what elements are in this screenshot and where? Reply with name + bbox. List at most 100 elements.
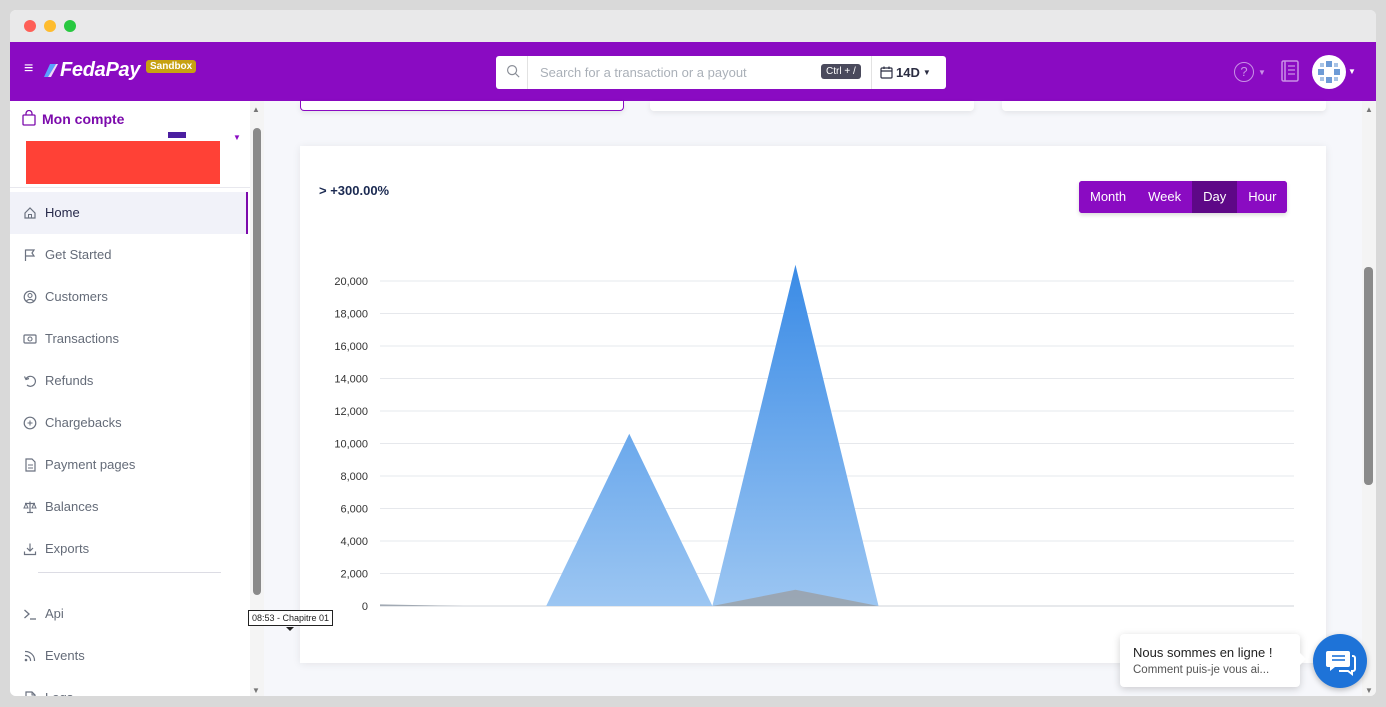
sidebar-item-payment-pages[interactable]: Payment pages bbox=[10, 444, 248, 486]
sidebar: Mon compte ▼ Home Get Started Customers Tra… bbox=[10, 101, 250, 696]
sidebar-item-label: Exports bbox=[45, 541, 90, 556]
account-title[interactable]: Mon compte bbox=[42, 111, 125, 127]
document-icon bbox=[25, 458, 36, 472]
scroll-up-icon[interactable]: ▲ bbox=[1365, 105, 1373, 114]
area-series-0[interactable] bbox=[380, 264, 1294, 606]
minimize-window-button[interactable] bbox=[44, 20, 56, 32]
chat-launcher-button[interactable] bbox=[1313, 634, 1367, 688]
sidebar-item-events[interactable]: Events bbox=[10, 635, 248, 677]
y-tick-label: 2,000 bbox=[340, 569, 368, 581]
y-tick-label: 10,000 bbox=[334, 439, 368, 451]
chevron-down-icon: ▼ bbox=[922, 68, 931, 77]
file-icon bbox=[25, 691, 36, 696]
y-tick-label: 14,000 bbox=[334, 374, 368, 386]
search-icon bbox=[506, 64, 520, 78]
sidebar-item-label: Api bbox=[45, 606, 64, 621]
growth-indicator: > +300.00% bbox=[319, 183, 390, 198]
period-week-button[interactable]: Week bbox=[1137, 181, 1193, 213]
sidebar-item-label: Home bbox=[45, 205, 80, 220]
sidebar-item-customers[interactable]: Customers bbox=[10, 276, 248, 318]
chat-bubble[interactable]: Nous sommes en ligne ! Comment puis-je v… bbox=[1120, 634, 1300, 687]
sidebar-item-home[interactable]: Home bbox=[10, 192, 248, 234]
sidebar-item-api[interactable]: Api bbox=[10, 593, 248, 635]
money-icon bbox=[23, 334, 37, 344]
period-day-button[interactable]: Day bbox=[1192, 181, 1238, 213]
stat-card-active[interactable] bbox=[300, 101, 624, 111]
date-range-dropdown[interactable]: 14D ▼ bbox=[880, 65, 931, 80]
sidebar-item-label: Events bbox=[45, 648, 85, 663]
chat-icon bbox=[1326, 651, 1356, 676]
help-icon[interactable]: ? bbox=[1234, 62, 1254, 82]
period-selector: Month Week Day Hour bbox=[1079, 181, 1288, 213]
sidebar-item-label: Balances bbox=[45, 499, 99, 514]
volume-chart-card: 0 2,000 4,000 6,000 8,000 10,000 12,000 14,000 1… bbox=[300, 146, 1326, 663]
shortcut-hint: Ctrl + / bbox=[821, 64, 861, 79]
sidebar-item-label: Customers bbox=[45, 289, 108, 304]
sandbox-badge: Sandbox bbox=[146, 60, 197, 73]
book-icon[interactable] bbox=[1280, 60, 1300, 82]
sidebar-item-label: Payment pages bbox=[45, 457, 136, 472]
period-hour-button[interactable]: Hour bbox=[1237, 181, 1288, 213]
sidebar-item-label: Get Started bbox=[45, 247, 112, 262]
stat-card[interactable] bbox=[1002, 101, 1326, 111]
search-divider bbox=[527, 56, 528, 89]
y-tick-label: 6,000 bbox=[340, 504, 368, 516]
rss-icon bbox=[24, 650, 36, 662]
area-series-1[interactable] bbox=[380, 589, 1294, 606]
hamburger-menu-icon[interactable]: ≡ bbox=[24, 60, 34, 77]
avatar[interactable] bbox=[1312, 55, 1346, 89]
calendar-icon bbox=[880, 66, 893, 79]
scroll-up-icon[interactable]: ▲ bbox=[252, 105, 260, 114]
tooltip: 08:53 - Chapitre 01 bbox=[248, 610, 334, 626]
top-navbar: ≡ FedaPay Sandbox Ctrl + / bbox=[10, 42, 1376, 101]
flag-icon bbox=[24, 249, 36, 261]
account-switch-chevron-icon[interactable]: ▼ bbox=[233, 133, 241, 142]
sidebar-item-label: Refunds bbox=[45, 373, 94, 388]
home-icon bbox=[24, 207, 36, 219]
account-badge bbox=[168, 132, 186, 138]
fedapay-logo-icon bbox=[44, 64, 58, 77]
y-tick-label: 18,000 bbox=[334, 309, 368, 321]
sidebar-scrollbar-thumb[interactable] bbox=[253, 128, 261, 595]
sidebar-item-transactions[interactable]: Transactions bbox=[10, 318, 248, 360]
download-icon bbox=[23, 543, 37, 556]
period-month-button[interactable]: Month bbox=[1079, 181, 1138, 213]
area-chart: 0 2,000 4,000 6,000 8,000 10,000 12,000 14,000 1… bbox=[334, 264, 1294, 613]
terminal-icon bbox=[24, 609, 36, 620]
search-bar: Ctrl + / 14D ▼ bbox=[496, 56, 946, 89]
sidebar-item-label: Chargebacks bbox=[45, 415, 122, 430]
scale-icon bbox=[23, 501, 37, 514]
sidebar-item-get-started[interactable]: Get Started bbox=[10, 234, 248, 276]
brand-name[interactable]: FedaPay bbox=[60, 59, 141, 81]
date-range-label: 14D bbox=[896, 65, 920, 80]
window-titlebar bbox=[10, 10, 1376, 42]
scroll-down-icon[interactable]: ▼ bbox=[252, 686, 260, 695]
account-name-redacted bbox=[26, 141, 220, 184]
chat-subtitle: Comment puis-je vous ai... bbox=[1133, 664, 1270, 676]
sidebar-item-balances[interactable]: Balances bbox=[10, 486, 248, 528]
sidebar-item-exports[interactable]: Exports bbox=[10, 528, 248, 570]
close-window-button[interactable] bbox=[24, 20, 36, 32]
scroll-down-icon[interactable]: ▼ bbox=[1365, 686, 1373, 695]
browser-window: ≡ FedaPay Sandbox Ctrl + / bbox=[10, 10, 1376, 696]
range-divider bbox=[871, 56, 872, 89]
main-scrollbar-thumb[interactable] bbox=[1364, 267, 1373, 485]
divider bbox=[10, 187, 250, 188]
y-tick-label: 16,000 bbox=[334, 341, 368, 353]
y-tick-label: 4,000 bbox=[340, 536, 368, 548]
tooltip-pointer bbox=[286, 627, 294, 631]
shopping-bag-icon bbox=[22, 110, 36, 126]
sidebar-item-label: Transactions bbox=[45, 331, 119, 346]
y-tick-label: 20,000 bbox=[334, 276, 368, 288]
sidebar-item-refunds[interactable]: Refunds bbox=[10, 360, 248, 402]
stat-card[interactable] bbox=[650, 101, 974, 111]
sidebar-item-logs[interactable]: Logs bbox=[10, 677, 248, 696]
divider bbox=[38, 572, 221, 573]
maximize-window-button[interactable] bbox=[64, 20, 76, 32]
account-chevron-down-icon[interactable]: ▼ bbox=[1348, 67, 1356, 76]
y-tick-label: 8,000 bbox=[340, 471, 368, 483]
sidebar-item-label: Logs bbox=[45, 690, 73, 696]
sidebar-item-chargebacks[interactable]: Chargebacks bbox=[10, 402, 248, 444]
search-input[interactable] bbox=[532, 56, 812, 89]
help-chevron-down-icon[interactable]: ▼ bbox=[1258, 68, 1266, 77]
